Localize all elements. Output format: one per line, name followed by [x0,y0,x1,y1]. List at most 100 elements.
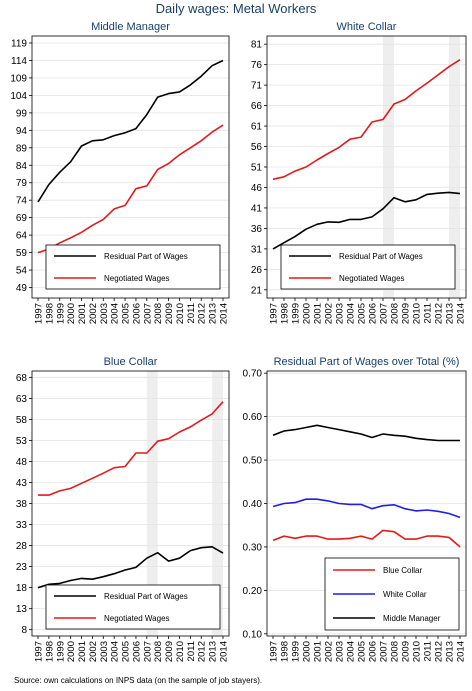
y-tick-label: 64 [16,231,28,242]
x-tick-label: 2001 [313,303,324,324]
panel-title: Residual Part of Wages over Total (%) [274,356,460,368]
x-tick-label: 1998 [280,641,291,662]
y-tick-label: 58 [16,415,28,426]
series-line-0 [37,545,224,589]
y-tick-label: 0.10 [243,629,263,640]
x-tick-label: 2000 [66,641,77,662]
x-tick-label: 2003 [99,303,110,324]
panel-title: Middle Manager [91,21,170,33]
y-tick-label: 8 [21,625,27,636]
x-tick-label: 1997 [269,641,280,662]
x-tick-label: 1999 [291,641,302,662]
x-tick-label: 2003 [99,641,110,662]
y-tick-label: 69 [16,213,28,224]
y-tick-label: 66 [251,101,263,112]
y-tick-label: 33 [16,520,28,531]
legend-label: White Collar [383,590,427,599]
x-tick-label: 2010 [175,641,186,662]
series-line-0 [272,529,461,548]
x-tick-label: 2012 [197,641,208,662]
series-line-1 [37,124,224,254]
y-tick-label: 71 [251,81,263,92]
x-tick-label: 2005 [121,303,132,324]
y-tick-label: 31 [251,244,263,255]
legend-box [45,244,221,290]
x-tick-label: 2005 [357,303,368,324]
y-tick-label: 43 [16,478,28,489]
x-tick-label: 2008 [390,303,401,324]
y-tick-label: 81 [251,40,263,51]
shaded-period-0 [146,371,158,636]
legend-label: Residual Part of Wages [104,252,188,261]
y-tick-label: 56 [251,142,263,153]
x-tick-label: 1999 [55,641,66,662]
x-tick-label: 2010 [412,303,423,324]
x-tick-label: 2004 [110,641,121,662]
plot-frame [31,370,230,637]
x-tick-label: 2006 [368,303,379,324]
x-tick-label: 2004 [346,641,357,662]
x-tick-label: 2006 [131,303,142,324]
x-tick-label: 2012 [197,303,208,324]
x-tick-label: 2007 [142,303,153,324]
y-tick-label: 79 [16,178,28,189]
y-tick-label: 54 [16,266,28,277]
series-line-1 [38,401,224,496]
x-tick-label: 2008 [153,303,164,324]
y-tick-label: 114 [11,56,27,67]
y-tick-label: 13 [16,604,28,615]
shaded-period-1 [449,36,460,298]
y-tick-label: 99 [16,108,28,119]
x-tick-label: 1998 [44,303,55,324]
y-tick-label: 38 [16,499,28,510]
figure-title: Daily wages: Metal Workers [155,1,317,16]
plot-frame [266,370,467,637]
x-tick-label: 1997 [34,641,45,662]
x-tick-label: 2002 [324,303,335,324]
y-tick-label: 23 [16,562,28,573]
x-tick-label: 2005 [121,641,132,662]
legend-box [45,584,221,630]
x-tick-label: 2007 [379,303,390,324]
plot-frame [266,35,467,299]
y-tick-label: 94 [16,126,28,137]
y-tick-label: 68 [16,373,28,384]
legend-label: Negotiated Wages [339,274,405,283]
x-tick-label: 2014 [219,303,230,324]
x-tick-label: 2003 [335,303,346,324]
y-tick-label: 51 [251,163,263,174]
x-tick-label: 2005 [357,641,368,662]
shaded-period-0 [383,36,394,298]
legend-label: Residual Part of Wages [104,592,188,601]
y-tick-label: 59 [16,248,28,259]
y-tick-label: 0.40 [243,499,263,510]
x-tick-label: 2011 [186,303,197,323]
y-tick-label: 61 [251,122,263,133]
y-tick-label: 119 [11,38,27,49]
legend-label: Residual Part of Wages [339,252,423,261]
x-tick-label: 1997 [34,303,45,324]
x-tick-label: 1998 [44,641,55,662]
y-tick-label: 49 [16,283,28,294]
y-tick-label: 46 [251,183,263,194]
y-tick-label: 104 [10,91,27,102]
y-tick-label: 89 [16,143,28,154]
legend-label: Blue Collar [383,566,422,575]
series-line-2 [272,424,460,442]
series-line-0 [37,59,224,203]
y-tick-label: 26 [251,265,263,276]
panel-title: White Collar [337,21,397,33]
x-tick-label: 2003 [335,641,346,662]
x-tick-label: 2009 [401,303,412,324]
x-tick-label: 2013 [208,303,219,324]
y-tick-label: 0.70 [243,369,263,380]
x-tick-label: 2009 [164,303,175,324]
y-tick-label: 48 [16,457,28,468]
x-tick-label: 2014 [456,641,467,662]
x-tick-label: 2011 [186,641,197,661]
y-tick-label: 53 [16,436,28,447]
x-tick-label: 2000 [66,303,77,324]
